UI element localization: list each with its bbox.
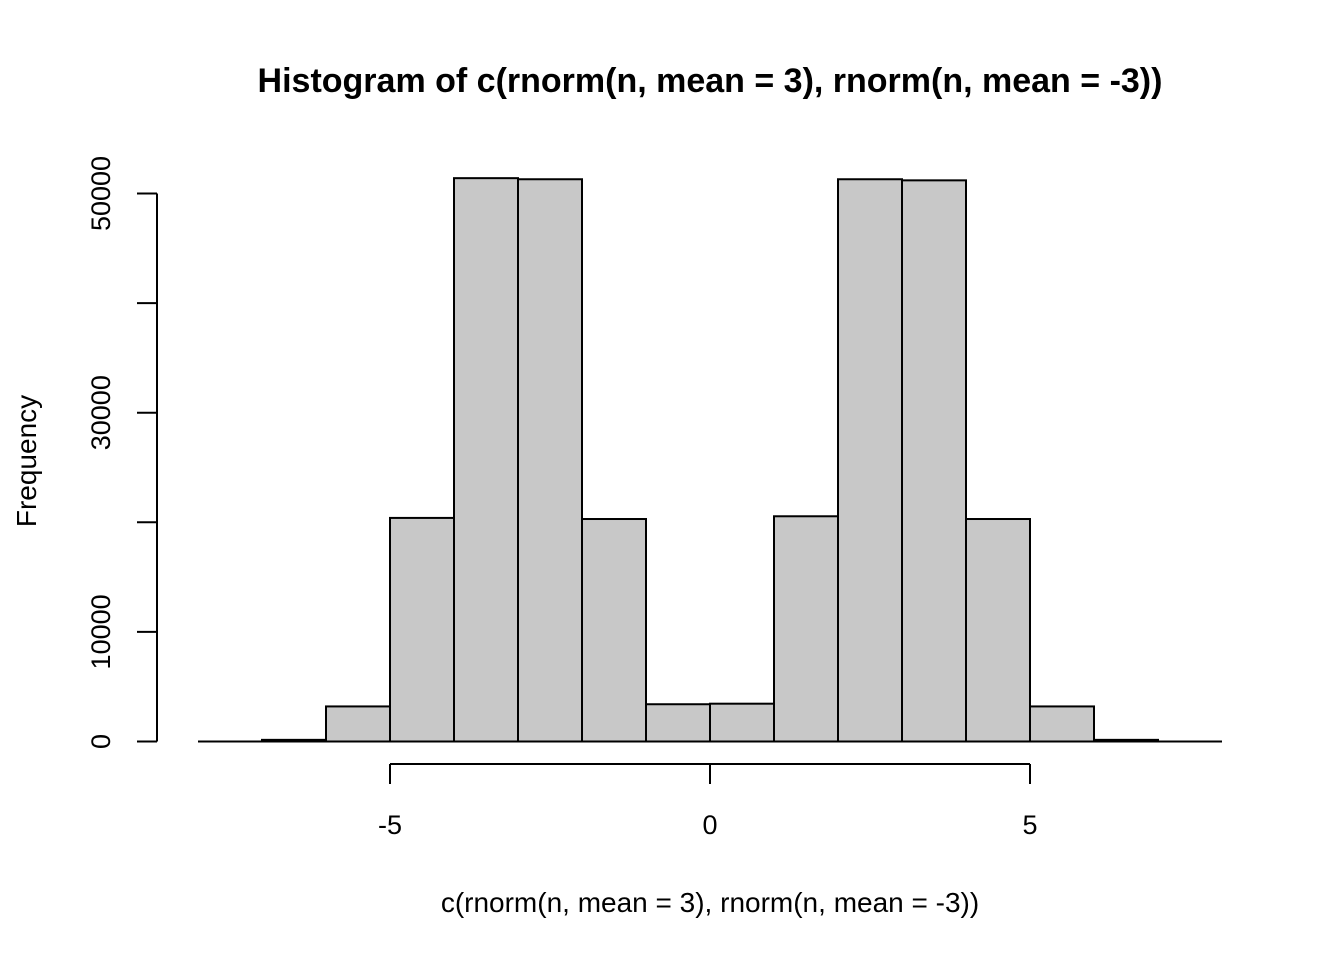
x-axis: -5 0 5 — [378, 763, 1038, 840]
histogram-bar — [517, 178, 583, 743]
histogram-bar — [901, 179, 967, 743]
histogram-bar — [773, 515, 839, 743]
histogram-bar — [709, 702, 775, 743]
histogram-bar — [1029, 705, 1095, 743]
x-axis-label: c(rnorm(n, mean = 3), rnorm(n, mean = -3… — [441, 887, 979, 918]
x-tick-label: 0 — [702, 810, 717, 840]
histogram-bar — [325, 705, 391, 743]
x-tick-label: -5 — [378, 810, 402, 840]
histogram-bar — [837, 178, 903, 743]
y-tick-label: 50000 — [86, 156, 116, 231]
histogram-bar — [389, 516, 455, 743]
histogram-bar — [645, 703, 711, 743]
histogram-bar — [581, 518, 647, 743]
y-tick-label: 10000 — [86, 594, 116, 669]
y-axis: 0 10000 30000 50000 — [86, 156, 158, 749]
histogram-bar — [453, 177, 519, 743]
y-tick-label: 0 — [86, 734, 116, 749]
x-tick-label: 5 — [1022, 810, 1037, 840]
histogram-bars — [261, 177, 1159, 743]
chart-title: Histogram of c(rnorm(n, mean = 3), rnorm… — [258, 62, 1163, 100]
y-axis-label: Frequency — [11, 395, 42, 527]
histogram-bar — [965, 518, 1031, 743]
y-tick-label: 30000 — [86, 375, 116, 450]
